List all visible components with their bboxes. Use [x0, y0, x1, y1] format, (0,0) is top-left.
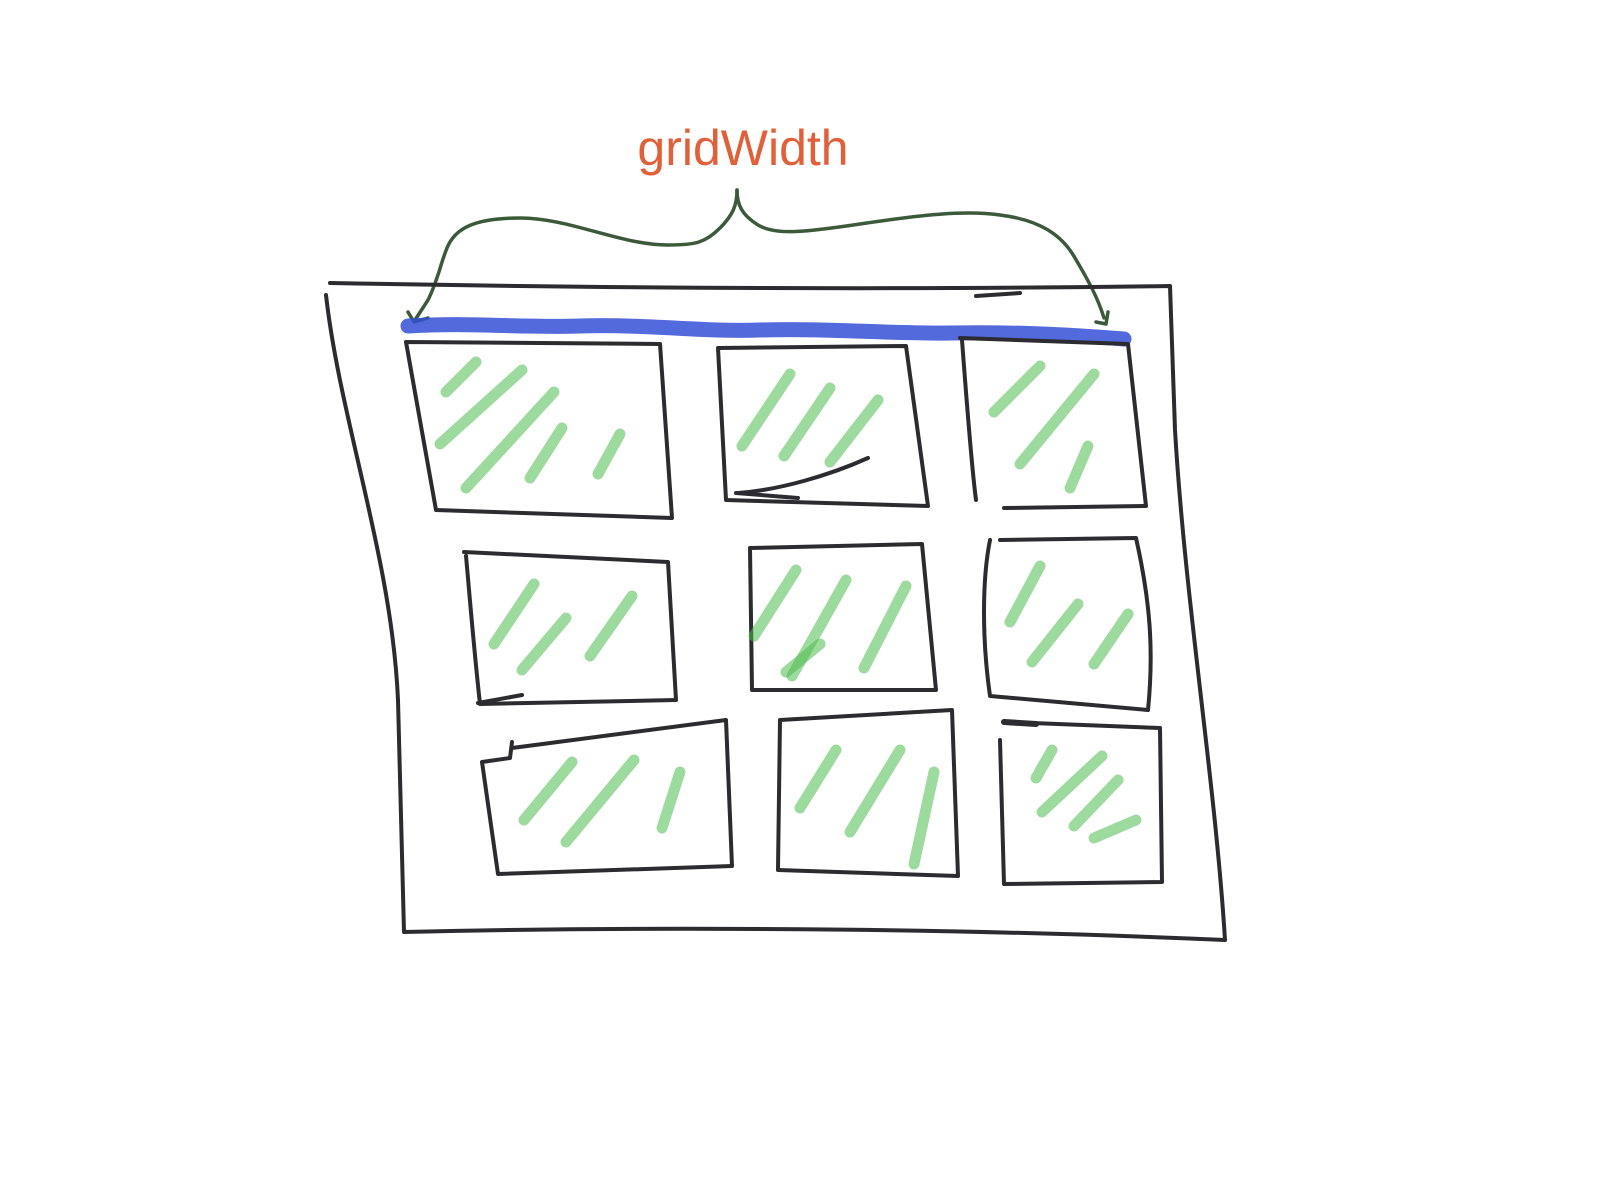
grid-width-highlight	[400, 317, 1132, 347]
grid-cell	[748, 542, 938, 692]
brace-right-arrowhead	[1094, 310, 1110, 326]
cell-hatching	[434, 356, 1142, 870]
grid-cell	[776, 708, 960, 878]
grid-cell	[404, 340, 674, 520]
grid-cell	[462, 550, 678, 706]
grid-cell	[982, 536, 1153, 712]
width-brace-right	[735, 188, 1106, 320]
grid-cell	[480, 718, 734, 876]
outer-frame	[324, 281, 1227, 942]
width-brace	[413, 188, 739, 322]
grid-cell	[716, 344, 930, 508]
grid-cell	[958, 336, 1148, 510]
frame-mark	[974, 291, 1022, 298]
grid-cell	[998, 719, 1164, 886]
grid-width-label: gridWidth	[637, 120, 848, 176]
